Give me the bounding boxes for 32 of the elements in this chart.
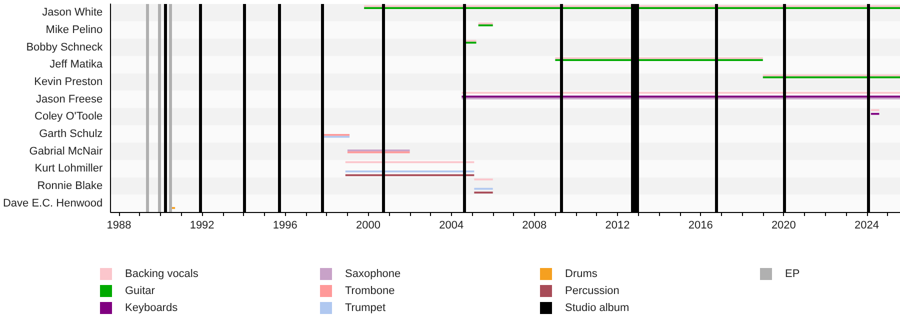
- legend-label: Trumpet: [345, 302, 386, 314]
- y-tick-label: Bobby Schneck: [26, 41, 104, 54]
- legend-label: Guitar: [125, 285, 156, 297]
- x-tick-label: 1988: [106, 220, 132, 232]
- legend-label: Backing vocals: [125, 268, 199, 280]
- x-tick-label: 2004: [439, 220, 464, 232]
- x-tick-label: 2020: [771, 220, 796, 232]
- legend-label: Saxophone: [345, 268, 401, 280]
- y-tick-label: Jason White: [42, 6, 103, 19]
- legend-label: Drums: [565, 268, 598, 280]
- x-tick-label: 1992: [190, 220, 214, 232]
- y-tick-label: Jason Freese: [36, 93, 103, 106]
- x-tick-label: 2012: [605, 220, 630, 232]
- y-tick-label: Kevin Preston: [34, 76, 103, 88]
- y-tick-label: Ronnie Blake: [37, 180, 103, 192]
- y-tick-label: Gabrial McNair: [29, 145, 103, 158]
- y-tick-label: Dave E.C. Henwood: [2, 197, 103, 210]
- y-tick-label: Garth Schulz: [39, 128, 103, 140]
- legend-label: Percussion: [565, 285, 620, 297]
- legend-label: Studio album: [565, 302, 630, 314]
- legend-label: EP: [785, 268, 800, 280]
- y-tick-label: Kurt Lohmiller: [34, 162, 103, 175]
- legend-label: Keyboards: [125, 302, 178, 314]
- x-tick-label: 2024: [854, 220, 880, 232]
- x-tick-label: 2000: [356, 220, 380, 232]
- x-tick-label: 2008: [522, 220, 547, 232]
- legend-label: Trombone: [345, 285, 395, 297]
- y-tick-label: Jeff Matika: [50, 58, 104, 71]
- y-tick-label: Mike Pelino: [46, 24, 103, 36]
- x-tick-label: 2016: [688, 220, 713, 232]
- x-tick-label: 1996: [272, 220, 298, 232]
- y-tick-label: Coley O'Toole: [34, 110, 103, 123]
